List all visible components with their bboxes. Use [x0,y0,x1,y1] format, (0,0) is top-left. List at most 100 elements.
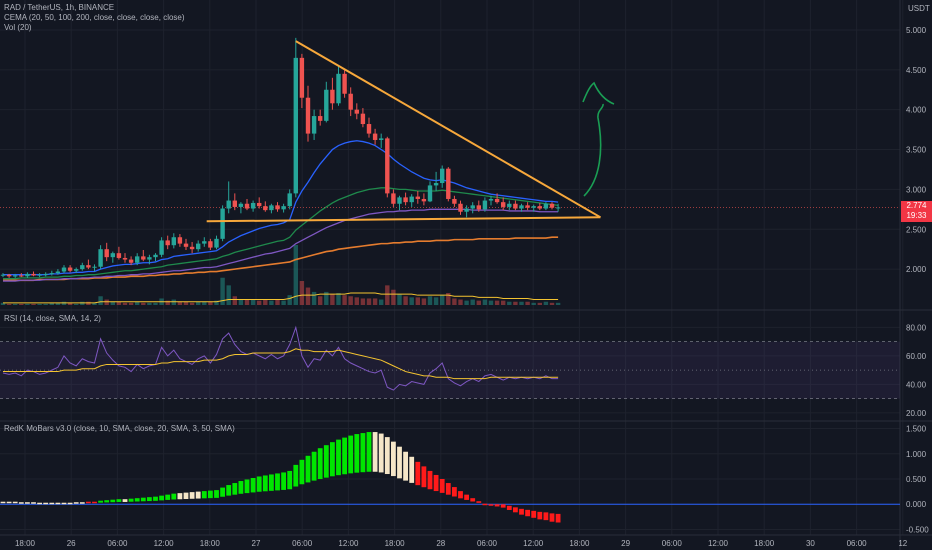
candle-body[interactable] [354,109,359,114]
candle-body[interactable] [122,257,128,260]
candle-body[interactable] [232,200,237,207]
candle-body[interactable] [226,200,231,209]
candle-body[interactable] [543,203,549,209]
candle-body[interactable] [391,193,396,204]
candle-body[interactable] [208,241,213,248]
candle-body[interactable] [385,138,390,194]
candle-body[interactable] [525,205,530,208]
rsi-pane[interactable] [0,325,900,399]
candle-body[interactable] [409,196,414,203]
candle-body[interactable] [342,73,347,94]
candle-body[interactable] [446,168,451,199]
candle-body[interactable] [360,113,366,125]
candle-body[interactable] [330,89,335,104]
candle-body[interactable] [110,253,115,258]
candle-body[interactable] [421,198,427,202]
candle-body[interactable] [244,203,250,209]
candle-body[interactable] [275,205,280,210]
triangle-upper-line[interactable] [295,40,602,219]
candle-body[interactable] [196,243,201,250]
candle-body[interactable] [415,196,420,199]
candle-body[interactable] [482,200,488,210]
candle-body[interactable] [470,205,475,209]
candle-body[interactable] [116,253,122,258]
candle-body[interactable] [494,198,500,203]
vol-legend[interactable]: Vol (20) [4,23,32,32]
candle-body[interactable] [379,138,384,140]
candle-body[interactable] [80,265,85,270]
candle-body[interactable] [128,259,134,263]
candle-body[interactable] [214,238,219,248]
candle-body[interactable] [49,273,54,275]
candle-body[interactable] [177,237,183,244]
candle-body[interactable] [250,202,256,209]
candle-body[interactable] [135,256,140,263]
candle-body[interactable] [513,203,518,209]
candle-body[interactable] [336,73,341,104]
candle-body[interactable] [74,269,79,271]
candle-body[interactable] [311,116,317,134]
drawings[interactable] [206,40,615,223]
candle-body[interactable] [37,274,42,276]
candle-body[interactable] [488,198,494,201]
candle-body[interactable] [0,274,6,276]
mobars-legend-label[interactable]: RedK MoBars v3.0 (close, 10, SMA, close,… [4,424,235,433]
candle-body[interactable] [67,267,73,271]
candle-body[interactable] [92,266,97,268]
candle-body[interactable] [238,203,244,207]
candle-body[interactable] [189,246,195,250]
candle-body[interactable] [403,197,408,203]
candle-body[interactable] [372,133,378,140]
candle-body[interactable] [501,202,506,207]
arrow-drawing[interactable] [582,81,615,197]
candle-body[interactable] [183,243,189,247]
candle-body[interactable] [86,265,91,268]
candle-body[interactable] [220,208,225,239]
candle-body[interactable] [263,206,268,211]
candle-body[interactable] [147,257,152,260]
candle-body[interactable] [440,168,445,184]
candle-body[interactable] [555,207,561,209]
candle-body[interactable] [519,205,524,209]
candle-body[interactable] [19,275,24,277]
candle-body[interactable] [366,124,372,134]
candle-body[interactable] [299,57,305,98]
cema-legend[interactable]: CEMA (20, 50, 100, 200, close, close, cl… [4,13,185,22]
candle-body[interactable] [6,274,12,277]
candle-body[interactable] [427,185,433,202]
candle-body[interactable] [305,97,311,134]
candle-body[interactable] [153,254,158,258]
candle-body[interactable] [25,273,30,277]
candle-body[interactable] [141,256,146,260]
candle-body[interactable] [397,197,402,204]
candle-body[interactable] [171,237,176,246]
candle-body[interactable] [13,275,18,277]
candle-body[interactable] [98,249,103,267]
candle-body[interactable] [293,57,298,194]
candle-body[interactable] [61,267,67,272]
candle-body[interactable] [43,273,48,275]
candle-body[interactable] [531,206,536,208]
candle-body[interactable] [458,203,463,212]
candle-body[interactable] [507,203,512,207]
candle-body[interactable] [287,193,292,207]
symbol-title[interactable]: RAD / TetherUS, 1h, BINANCE [4,3,115,12]
candle-body[interactable] [549,203,555,208]
candle-body[interactable] [476,205,481,210]
candle-body[interactable] [433,183,439,186]
candle-body[interactable] [31,273,36,276]
candle-body[interactable] [324,89,329,121]
mobars-pane[interactable] [0,432,900,523]
candle-body[interactable] [281,206,286,210]
candle-body[interactable] [55,271,61,274]
candle-body[interactable] [464,208,469,212]
candle-body[interactable] [257,202,262,207]
triangle-lower-line[interactable] [206,216,601,223]
candle-body[interactable] [452,198,457,204]
candle-body[interactable] [165,240,170,246]
candle-body[interactable] [318,116,323,121]
candle-body[interactable] [104,249,109,258]
candle-body[interactable] [537,206,542,209]
candle-body[interactable] [159,240,164,255]
